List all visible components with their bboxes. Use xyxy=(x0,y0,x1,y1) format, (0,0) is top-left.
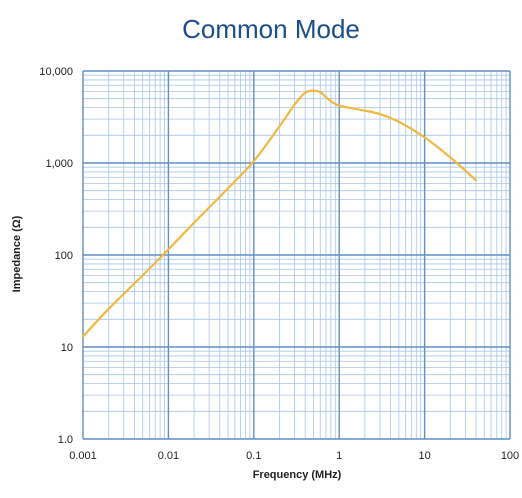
y-tick-label: 1.0 xyxy=(58,434,73,446)
chart-title: Common Mode xyxy=(182,14,360,44)
x-axis-label: Frequency (MHz) xyxy=(253,469,342,481)
x-tick-label: 0.001 xyxy=(69,450,97,462)
x-tick-label: 0.01 xyxy=(158,450,179,462)
x-tick-label: 0.1 xyxy=(246,450,261,462)
y-axis-label: Impedance (Ω) xyxy=(11,215,23,292)
x-tick-label: 10 xyxy=(418,450,430,462)
x-tick-labels: 0.001 0.01 0.1 1 10 100 xyxy=(69,450,519,462)
y-tick-label: 10,000 xyxy=(39,66,73,78)
x-tick-label: 1 xyxy=(336,450,342,462)
y-tick-label: 1,000 xyxy=(45,158,73,170)
y-tick-label: 10 xyxy=(61,342,73,354)
y-tick-label: 100 xyxy=(55,250,73,262)
y-tick-labels: 1.0 10 100 1,000 10,000 xyxy=(39,66,73,446)
x-tick-label: 100 xyxy=(501,450,519,462)
